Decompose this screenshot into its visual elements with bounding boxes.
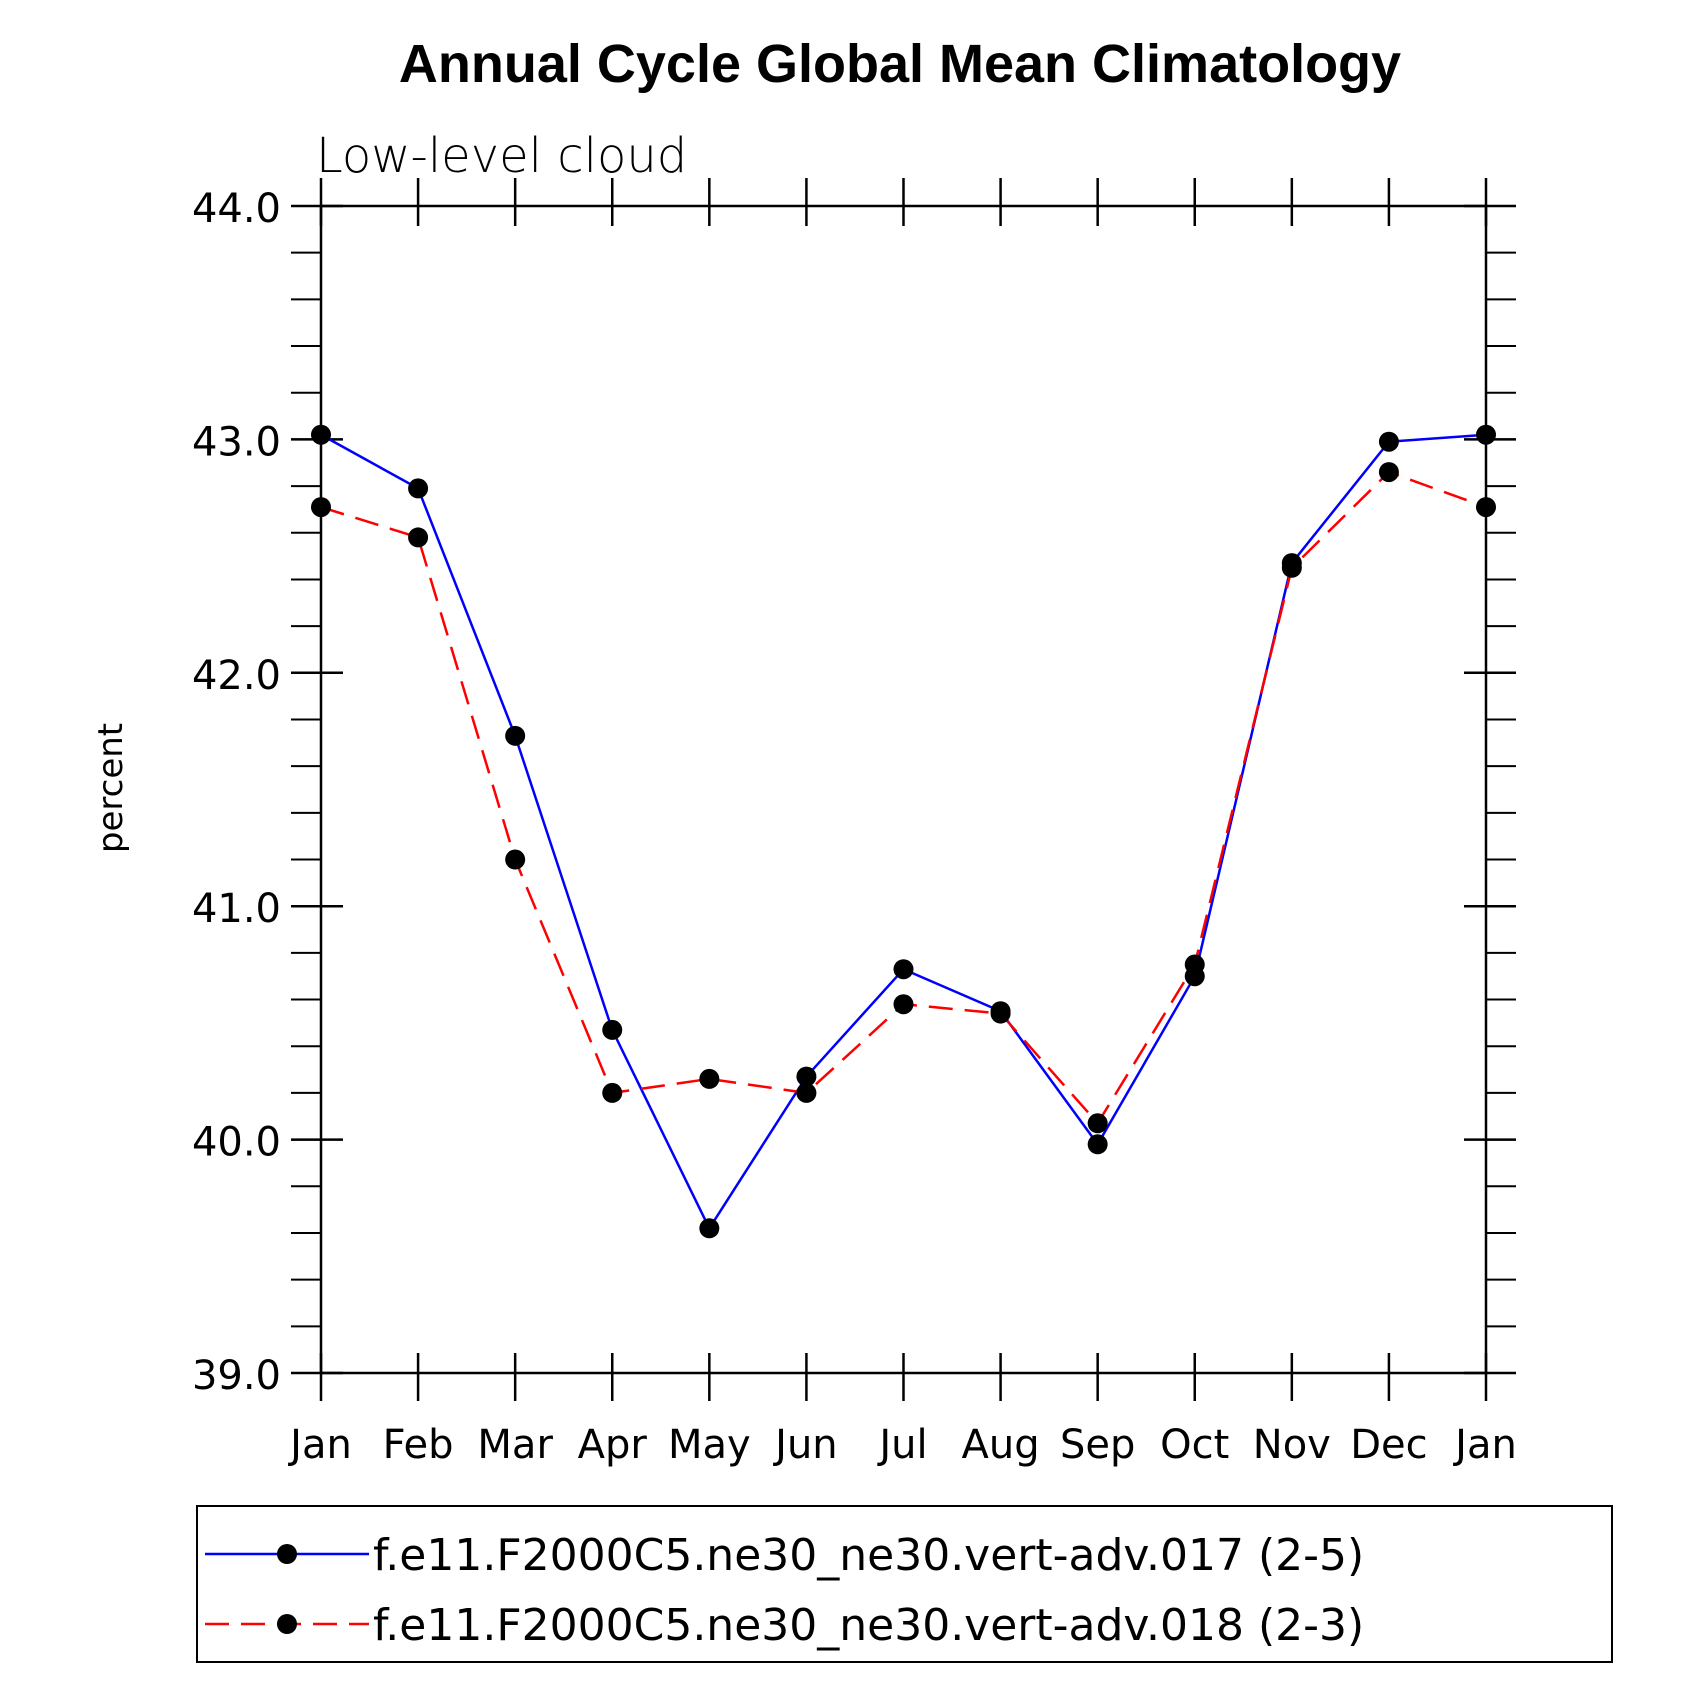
x-tick-label: Jan [1452,1422,1517,1468]
series-2 [311,462,1496,1134]
data-point [990,1003,1011,1024]
axes: Jan Feb Mar Apr May Jun Jul Aug Sep Oct Nov Dec Jan3… [192,178,1517,1468]
x-tick-label: Apr [578,1422,648,1468]
data-point [311,497,331,518]
x-tick-label: May [668,1422,751,1468]
legend-box [196,1505,1613,1663]
series-line [320,433,1487,1231]
x-tick-label: Aug [962,1422,1040,1468]
series-line [320,470,1487,1126]
plot-frame [319,204,1488,1375]
legend-label: f.e11.F2000C5.ne30_ne30.vert-adv.018 (2-… [373,1600,1364,1651]
legend: f.e11.F2000C5.ne30_ne30.vert-adv.017 (2-… [196,1505,1613,1663]
x-tick-label: Feb [383,1422,454,1468]
x-tick-label: Mar [477,1422,553,1468]
legend-marker [277,1544,297,1564]
x-tick-label: Jul [876,1422,927,1468]
y-tick-label: 43.0 [192,419,281,465]
data-point [796,1082,817,1103]
data-point [408,527,429,548]
x-tick-label: Sep [1060,1422,1135,1468]
data-point [408,478,429,499]
data-point [602,1082,623,1103]
x-tick-label: Jun [772,1422,838,1468]
data-point [311,424,331,445]
data-point [893,959,914,980]
data-point [1476,497,1496,518]
y-tick-label: 41.0 [192,886,281,932]
data-point [1087,1113,1108,1134]
data-point [796,1066,817,1087]
data-point [505,849,526,870]
x-tick-label: Nov [1253,1422,1331,1468]
y-tick-label: 42.0 [192,653,281,699]
x-tick-label: Oct [1160,1422,1229,1468]
legend-label: f.e11.F2000C5.ne30_ne30.vert-adv.017 (2-… [373,1530,1364,1581]
y-tick-label: 39.0 [192,1353,281,1399]
data-point [893,994,914,1015]
data-point [1281,557,1302,578]
data-point [1378,431,1399,452]
data-point [602,1019,623,1040]
data-point [699,1068,720,1089]
y-tick-label: 44.0 [192,186,281,232]
chart-subtitle: Low-level cloud [316,128,687,184]
series-layer [311,424,1496,1239]
legend-marker [277,1614,297,1634]
series-1 [311,424,1496,1239]
data-point [1476,424,1496,445]
data-point [1184,954,1205,975]
data-point [1378,462,1399,483]
x-tick-label: Jan [287,1422,352,1468]
chart-title: Annual Cycle Global Mean Climatology [399,34,1401,94]
y-tick-label: 40.0 [192,1120,281,1166]
data-point [699,1218,720,1239]
y-axis-label: percent [91,723,131,853]
data-point [505,725,526,746]
data-point [1087,1134,1108,1155]
x-tick-label: Dec [1350,1422,1427,1468]
